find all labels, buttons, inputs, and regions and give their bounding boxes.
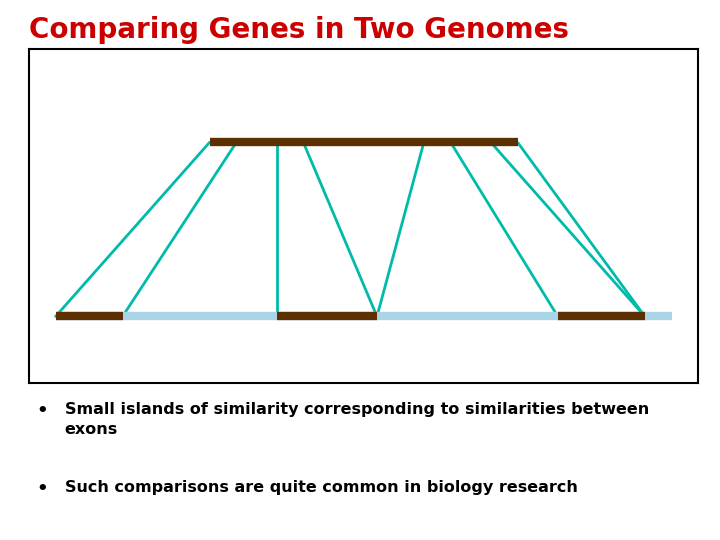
Text: •: •: [36, 481, 48, 498]
Text: Comparing Genes in Two Genomes: Comparing Genes in Two Genomes: [29, 16, 569, 44]
Text: Such comparisons are quite common in biology research: Such comparisons are quite common in bio…: [65, 481, 577, 496]
Text: •: •: [36, 402, 48, 420]
Text: Small islands of similarity corresponding to similarities between
exons: Small islands of similarity correspondin…: [65, 402, 649, 437]
